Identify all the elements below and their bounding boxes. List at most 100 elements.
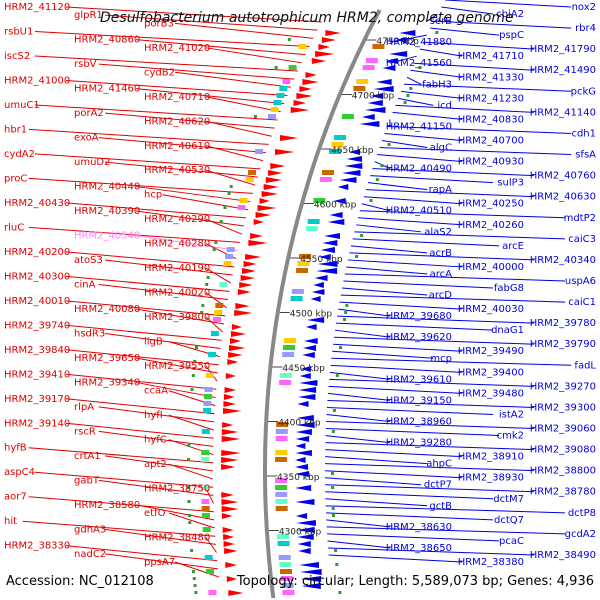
- forward-gene-label: HRM2_38330: [4, 541, 70, 552]
- forward-gene-glyph: [248, 240, 268, 246]
- leader-line: [135, 39, 306, 56]
- reverse-gene-label: HRM2_38930: [458, 473, 524, 484]
- feature-block: [279, 380, 292, 385]
- forward-gene-labels: HRM2_41120 glpR1 porB3 rsbU1 HRM2_40860 HRM2_…: [4, 2, 210, 568]
- feature-block: [276, 422, 289, 427]
- feature-dot: [201, 304, 205, 307]
- leader-line: [346, 266, 428, 275]
- reverse-gene-glyph: [311, 289, 325, 295]
- leader-line: [205, 120, 272, 137]
- leader-line: [28, 447, 214, 464]
- feature-dot: [380, 164, 384, 167]
- reverse-gene-label: algC: [430, 143, 452, 154]
- leader-line: [104, 332, 221, 349]
- feature-block: [201, 485, 210, 490]
- feature-block: [277, 541, 290, 546]
- leader-line: [65, 79, 288, 96]
- leader-line: [205, 47, 302, 64]
- leader-line: [401, 90, 463, 99]
- feature-block: [298, 44, 307, 49]
- forward-gene-glyph: [229, 338, 242, 344]
- feature-block: [237, 205, 246, 210]
- forward-gene-glyph: [230, 331, 247, 337]
- leader-line: [135, 235, 238, 252]
- forward-gene-glyph: [223, 541, 235, 547]
- reverse-gene-glyph: [295, 499, 315, 505]
- feature-dot: [331, 486, 335, 489]
- forward-gene-label: HRM2_40710: [144, 92, 210, 103]
- feature-block: [279, 562, 292, 567]
- leader-line: [104, 259, 233, 276]
- forward-gene-glyph: [228, 352, 243, 358]
- reverse-gene-glyph: [299, 380, 318, 386]
- reverse-gene-label: cmk2: [497, 431, 524, 442]
- leader-line: [410, 69, 463, 78]
- leader-line: [65, 275, 230, 292]
- forward-gene-glyph: [227, 359, 239, 365]
- leader-line: [135, 210, 244, 227]
- leader-line: [205, 96, 281, 113]
- feature-block: [297, 261, 310, 266]
- forward-strand-features: [187, 30, 341, 596]
- forward-gene-label: cydB2: [144, 67, 175, 78]
- reverse-gene-label: alaS2: [424, 227, 452, 238]
- feature-dot: [409, 87, 413, 90]
- forward-gene-label: ligB: [144, 337, 163, 348]
- feature-block: [270, 107, 279, 112]
- leader-line: [327, 540, 391, 549]
- reverse-gene-glyph: [295, 464, 309, 470]
- reverse-gene-glyph: [344, 163, 363, 169]
- leader-line: [404, 83, 572, 92]
- reverse-gene-label: HRM2_41140: [530, 107, 596, 118]
- forward-gene-glyph: [224, 387, 237, 393]
- forward-gene-glyph: [293, 100, 307, 106]
- feature-block: [307, 219, 320, 224]
- reverse-gene-label: HRM2_40000: [458, 262, 524, 273]
- forward-gene-label: HRM2_40860: [74, 35, 140, 46]
- reverse-gene-label: HRM2_39680: [386, 311, 452, 322]
- forward-gene-glyph: [250, 233, 263, 239]
- feature-block: [203, 394, 212, 399]
- forward-gene-glyph: [275, 149, 295, 155]
- reverse-gene-label: HRM2_39080: [530, 445, 596, 456]
- feature-dot: [355, 255, 359, 258]
- feature-block: [319, 177, 332, 182]
- feature-dot: [187, 500, 191, 503]
- forward-gene-glyph: [223, 401, 236, 407]
- leader-line: [65, 373, 217, 390]
- leader-line: [340, 294, 566, 303]
- feature-block: [277, 534, 290, 539]
- reverse-gene-label: serB: [430, 16, 452, 27]
- reverse-gene-label: HRM2_40700: [458, 135, 524, 146]
- reverse-gene-label: HRM2_40250: [458, 199, 524, 210]
- forward-gene-label: porA2: [74, 108, 104, 119]
- reverse-gene-glyph: [322, 240, 338, 246]
- reverse-gene-label: HRM2_39480: [458, 388, 524, 399]
- reverse-gene-glyph: [349, 149, 360, 155]
- feature-dot: [253, 115, 257, 118]
- reverse-gene-glyph: [346, 156, 362, 162]
- reverse-gene-label: HRM2_38780: [530, 487, 596, 498]
- leader-line: [356, 224, 422, 233]
- leader-line: [379, 147, 572, 156]
- feature-block: [275, 478, 288, 483]
- feature-dot: [192, 570, 196, 573]
- leader-line: [329, 378, 535, 387]
- reverse-gene-label: ahpC: [426, 459, 452, 470]
- feature-dot: [192, 577, 196, 580]
- feature-dot: [332, 409, 336, 412]
- leader-line: [324, 470, 463, 479]
- forward-gene-label: apt2: [144, 459, 167, 470]
- forward-gene-glyph: [263, 184, 279, 190]
- leader-line: [325, 505, 566, 514]
- leader-line: [135, 186, 251, 203]
- feature-block: [275, 485, 288, 490]
- reverse-gene-label: fadL: [574, 360, 596, 371]
- forward-gene-glyph: [224, 548, 238, 554]
- feature-block: [208, 590, 217, 595]
- forward-gene-glyph: [221, 464, 236, 470]
- forward-gene-label: exoA: [74, 133, 99, 144]
- leader-line: [398, 97, 434, 106]
- forward-gene-glyph: [311, 58, 327, 64]
- feature-dot: [345, 304, 349, 307]
